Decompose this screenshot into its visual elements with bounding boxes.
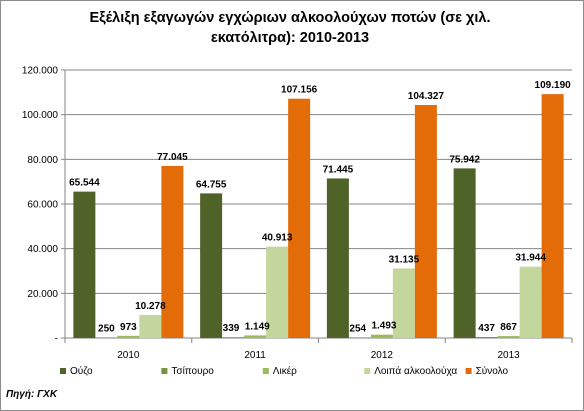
bar <box>222 337 245 338</box>
y-tick-label: 80.000 <box>27 155 58 166</box>
legend: Ούζο Τσίπουρο Λικέρ Λοιπά αλκοολούχα Σύνολο <box>60 365 508 377</box>
bar <box>95 337 118 339</box>
data-label: 973 <box>120 322 137 333</box>
y-tick-label: 120.000 <box>22 66 59 77</box>
data-label: 250 <box>98 323 115 334</box>
bar <box>497 336 520 338</box>
data-label: 1.493 <box>371 321 396 332</box>
data-label: 437 <box>478 323 495 334</box>
legend-label: Τσίπουρο <box>171 365 214 377</box>
y-tick-label: 60.000 <box>27 200 58 211</box>
data-label: 31.135 <box>389 254 420 265</box>
data-label: 65.544 <box>69 178 100 189</box>
bar <box>117 335 140 338</box>
data-label: 339 <box>223 323 240 334</box>
data-labels: 65.544 64.755 71.445 75.942 250 339 254 437 973 1… <box>69 80 571 334</box>
y-tick-label: 20.000 <box>27 289 58 300</box>
data-label: 104.327 <box>408 91 445 102</box>
x-tick-label: 2011 <box>244 350 266 361</box>
bar <box>139 315 162 338</box>
bar <box>200 193 223 338</box>
legend-label: Ούζο <box>70 365 93 377</box>
legend-swatch <box>465 368 472 374</box>
legend-swatch <box>161 368 168 374</box>
data-label: 71.445 <box>323 164 354 175</box>
y-tick-label: 40.000 <box>27 244 58 255</box>
bar <box>161 165 184 338</box>
bar <box>266 246 289 338</box>
data-label: 40.913 <box>262 233 293 244</box>
data-label: 64.755 <box>196 179 227 190</box>
data-label: 77.045 <box>157 152 188 163</box>
legend-label: Σύνολο <box>476 365 509 377</box>
gridlines <box>65 69 572 294</box>
chart-title: Εξέλιξη εξαγωγών εγχώριων αλκοολούχων πο… <box>40 8 540 48</box>
x-tick-label: 2010 <box>117 350 140 361</box>
y-tick-label: - <box>55 334 58 345</box>
legend-label: Λοιπά αλκοολούχα <box>374 365 457 377</box>
data-label: 75.942 <box>449 154 480 165</box>
y-tick-label: 100.000 <box>22 110 59 121</box>
chart-title-line-1: Εξέλιξη εξαγωγών εγχώριων αλκοολούχων πο… <box>89 10 491 26</box>
data-label: 109.190 <box>535 80 572 91</box>
bar <box>519 266 542 338</box>
bar <box>541 94 564 338</box>
bar <box>475 337 498 338</box>
chart-title-line-2: εκατόλιτρα): 2010-2013 <box>210 30 370 46</box>
data-label: 867 <box>500 322 517 333</box>
legend-label: Λικέρ <box>273 365 297 377</box>
legend-swatch <box>262 368 269 374</box>
bar <box>370 334 393 338</box>
data-label: 254 <box>349 323 366 334</box>
bar <box>392 268 415 338</box>
x-tick-label: 2012 <box>371 350 394 361</box>
bar <box>414 105 437 338</box>
legend-swatch <box>364 368 371 374</box>
data-label: 107.156 <box>281 85 318 96</box>
bar <box>288 98 311 338</box>
data-label: 10.278 <box>135 301 166 312</box>
bars <box>73 94 564 339</box>
source-note: Πηγή: ΓΧΚ <box>6 389 58 400</box>
bar <box>326 178 349 338</box>
bar <box>73 191 96 338</box>
bar <box>244 335 267 338</box>
data-label: 1.149 <box>245 321 270 332</box>
legend-swatch <box>60 368 66 374</box>
data-label: 31.944 <box>515 253 546 264</box>
bar <box>453 168 476 338</box>
x-tick-label: 2013 <box>498 350 521 361</box>
bar <box>348 337 371 339</box>
